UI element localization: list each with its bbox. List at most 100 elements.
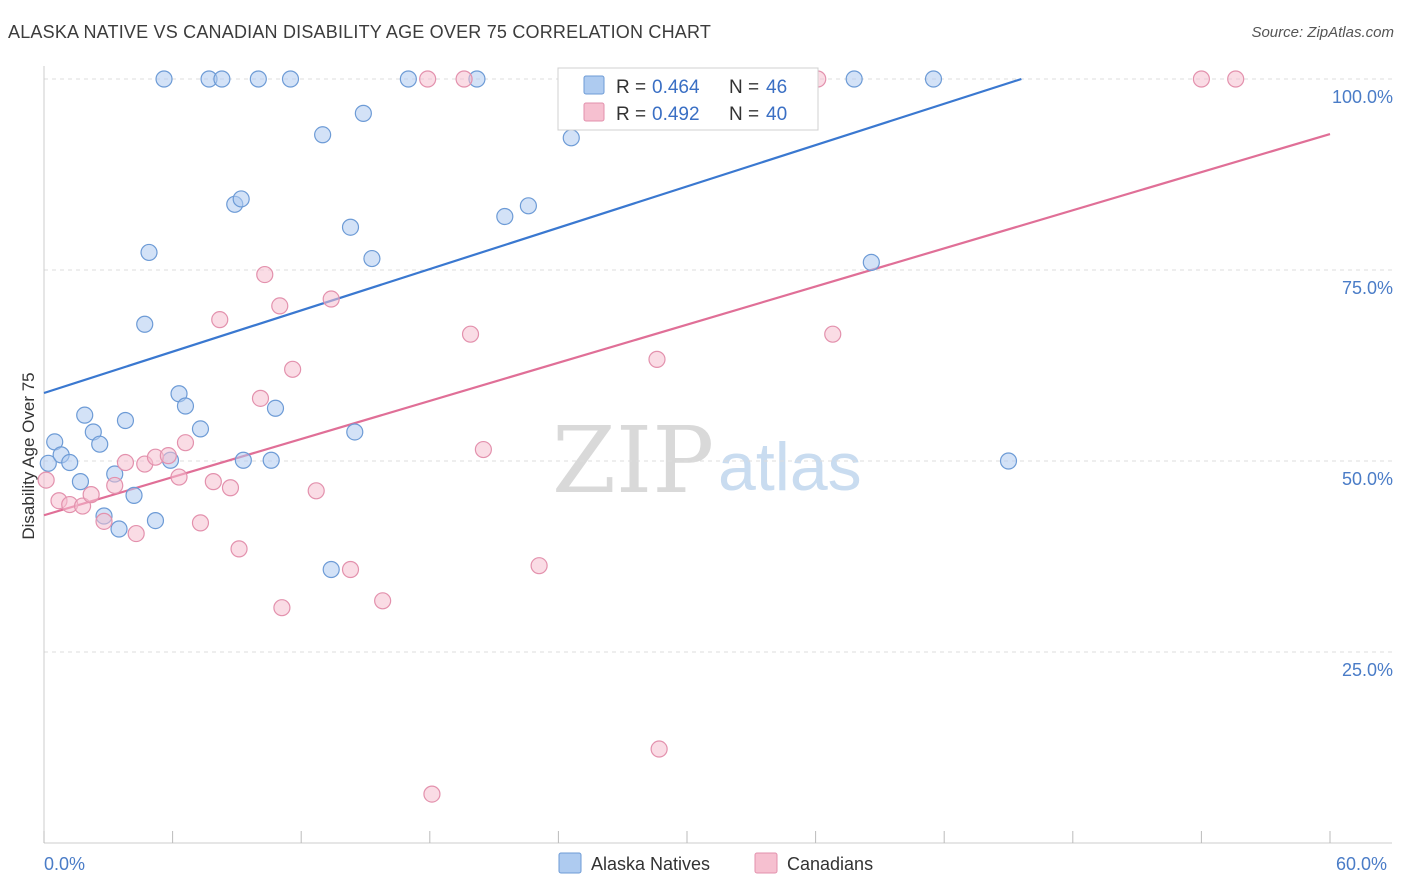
data-point-alaska-natives: [862, 253, 880, 271]
data-point-canadians: [1192, 70, 1211, 88]
bottom-legend-swatch-alaska-natives: [558, 852, 582, 874]
data-point-alaska-natives: [71, 473, 90, 491]
data-point-canadians: [419, 70, 437, 88]
data-point-canadians: [824, 325, 842, 343]
data-point-alaska-natives: [146, 511, 165, 530]
data-point-canadians: [95, 512, 113, 530]
data-point-canadians: [251, 389, 270, 407]
data-point-canadians: [284, 360, 302, 378]
data-point-alaska-natives: [176, 397, 195, 415]
data-point-canadians: [341, 560, 360, 579]
data-points: [37, 70, 1245, 803]
data-point-alaska-natives: [91, 435, 109, 453]
watermark-atlas: atlas: [718, 429, 862, 505]
data-point-canadians: [530, 557, 548, 575]
data-point-canadians: [204, 473, 222, 491]
data-point-alaska-natives: [363, 249, 381, 268]
data-point-alaska-natives: [519, 197, 537, 215]
data-point-canadians: [423, 785, 441, 803]
data-point-alaska-natives: [399, 70, 417, 88]
chart-title: ALASKA NATIVE VS CANADIAN DISABILITY AGE…: [8, 22, 712, 42]
legend-n-label-blue: N =: [729, 77, 759, 98]
data-point-alaska-natives: [76, 406, 94, 424]
legend-swatch-pink: [583, 102, 605, 122]
trend-line-canadians: [43, 132, 1331, 517]
data-point-canadians: [106, 476, 124, 495]
data-point-alaska-natives: [191, 420, 210, 438]
legend: R = 0.464 N = 46 R = 0.492 N = 40: [557, 67, 819, 131]
data-point-alaska-natives: [234, 451, 252, 469]
data-point-canadians: [230, 540, 248, 558]
y-tick-label: 25.0%: [1342, 660, 1393, 680]
legend-r-value-blue: 0.464: [652, 77, 700, 98]
data-point-canadians: [176, 434, 195, 452]
data-point-alaska-natives: [845, 70, 863, 88]
y-tick-label: 100.0%: [1332, 87, 1393, 107]
legend-r-label-blue: R =: [616, 77, 646, 98]
data-point-canadians: [650, 740, 668, 758]
data-point-alaska-natives: [155, 70, 173, 88]
y-tick-label: 75.0%: [1342, 278, 1393, 298]
watermark: ZIP atlas: [552, 407, 862, 514]
bottom-legend: Alaska Natives Canadians: [558, 852, 873, 874]
watermark-zip: ZIP: [552, 407, 714, 514]
data-point-canadians: [271, 297, 289, 315]
x-tick-label-min: 0.0%: [44, 854, 85, 874]
data-point-alaska-natives: [322, 560, 340, 579]
data-point-alaska-natives: [116, 411, 135, 430]
data-point-alaska-natives: [999, 452, 1018, 470]
data-point-canadians: [307, 482, 325, 500]
data-point-alaska-natives: [266, 399, 285, 417]
data-point-alaska-natives: [110, 520, 128, 538]
data-point-canadians: [256, 265, 274, 284]
data-point-canadians: [82, 486, 100, 504]
grid: [44, 78, 1392, 653]
data-point-canadians: [1227, 70, 1245, 88]
data-point-canadians: [474, 440, 492, 459]
data-point-canadians: [37, 471, 55, 489]
legend-r-value-pink: 0.492: [652, 104, 700, 125]
data-point-alaska-natives: [496, 207, 514, 226]
data-point-alaska-natives: [281, 70, 300, 88]
data-point-alaska-natives: [140, 243, 158, 262]
data-point-canadians: [73, 497, 92, 515]
data-point-canadians: [211, 311, 229, 329]
legend-swatch-blue: [583, 75, 605, 95]
data-point-canadians: [170, 468, 188, 486]
data-point-canadians: [374, 592, 392, 610]
data-point-alaska-natives: [562, 129, 580, 147]
axes: [43, 66, 1392, 844]
y-axis-label: Disability Age Over 75: [19, 372, 38, 539]
bottom-legend-label-canadians: Canadians: [787, 854, 873, 874]
data-point-canadians: [221, 479, 240, 497]
data-point-alaska-natives: [125, 486, 143, 504]
data-point-alaska-natives: [249, 70, 267, 88]
data-point-alaska-natives: [213, 70, 231, 88]
source-label: Source: ZipAtlas.com: [1251, 24, 1394, 41]
data-point-alaska-natives: [61, 453, 79, 472]
data-point-alaska-natives: [136, 315, 154, 333]
bottom-legend-swatch-canadians: [754, 852, 778, 874]
data-point-alaska-natives: [314, 126, 332, 144]
data-point-canadians: [461, 325, 480, 343]
data-point-alaska-natives: [346, 423, 364, 441]
legend-n-value-pink: 40: [766, 104, 787, 125]
data-point-alaska-natives: [354, 104, 372, 122]
data-point-alaska-natives: [341, 218, 360, 236]
data-point-canadians: [455, 70, 473, 88]
data-point-alaska-natives: [924, 70, 943, 88]
bottom-legend-label-alaska-natives: Alaska Natives: [591, 854, 710, 874]
data-point-canadians: [322, 290, 340, 308]
x-tick-label-max: 60.0%: [1336, 854, 1387, 874]
data-point-canadians: [191, 514, 210, 532]
data-point-canadians: [116, 453, 135, 472]
data-point-canadians: [127, 524, 145, 543]
legend-n-value-blue: 46: [766, 77, 787, 98]
y-tick-label: 50.0%: [1342, 469, 1393, 489]
trend-line-alaska-natives: [43, 77, 1022, 395]
data-point-canadians: [648, 350, 666, 368]
legend-n-label-pink: N =: [729, 104, 759, 125]
data-point-alaska-natives: [232, 190, 250, 208]
data-point-alaska-natives: [262, 451, 280, 469]
